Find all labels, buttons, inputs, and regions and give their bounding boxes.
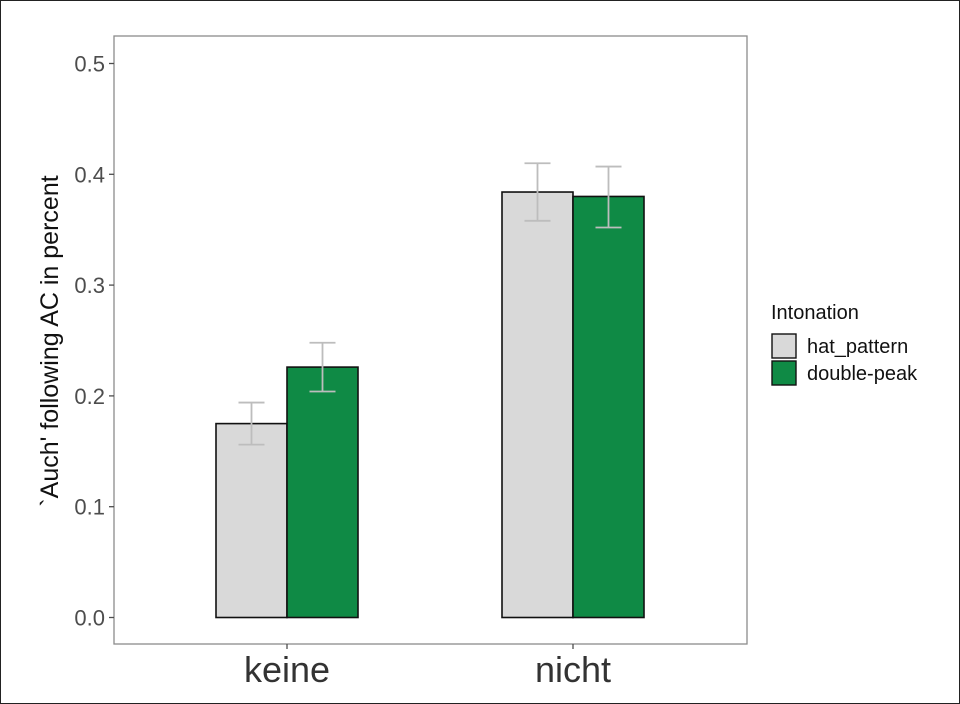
legend-key-hat_pattern: [771, 333, 797, 359]
y-axis: 0.0 0.1 0.2 0.3 0.4 0.5: [74, 52, 114, 631]
x-tick-label-keine: keine: [244, 649, 330, 690]
legend-key-double-peak: [771, 360, 797, 386]
legend: Intonation hat_pattern double-peak: [771, 302, 918, 386]
error-bars: [238, 162, 622, 446]
y-tick-label: 0.4: [74, 162, 105, 187]
bar-hat_pattern-keine: [215, 422, 288, 619]
x-tick-label-nicht: nicht: [535, 649, 611, 690]
plot-panel: [113, 35, 748, 645]
y-tick-label: 0.3: [74, 273, 105, 298]
x-axis: keine nicht: [244, 644, 611, 690]
y-tick-label: 0.1: [74, 495, 105, 520]
legend-label-double-peak: double-peak: [807, 363, 918, 385]
bar-double-peak-nicht: [572, 195, 645, 619]
y-tick-label: 0.5: [74, 52, 105, 77]
bar-double-peak-keine: [286, 366, 359, 619]
y-tick-label: 0.0: [74, 606, 105, 631]
legend-title: Intonation: [771, 302, 859, 324]
legend-label-hat_pattern: hat_pattern: [807, 336, 908, 358]
y-axis-title: `Auch' following AC in percent: [36, 175, 64, 506]
y-tick-label: 0.2: [74, 384, 105, 409]
bar-hat_pattern-nicht: [501, 191, 574, 619]
